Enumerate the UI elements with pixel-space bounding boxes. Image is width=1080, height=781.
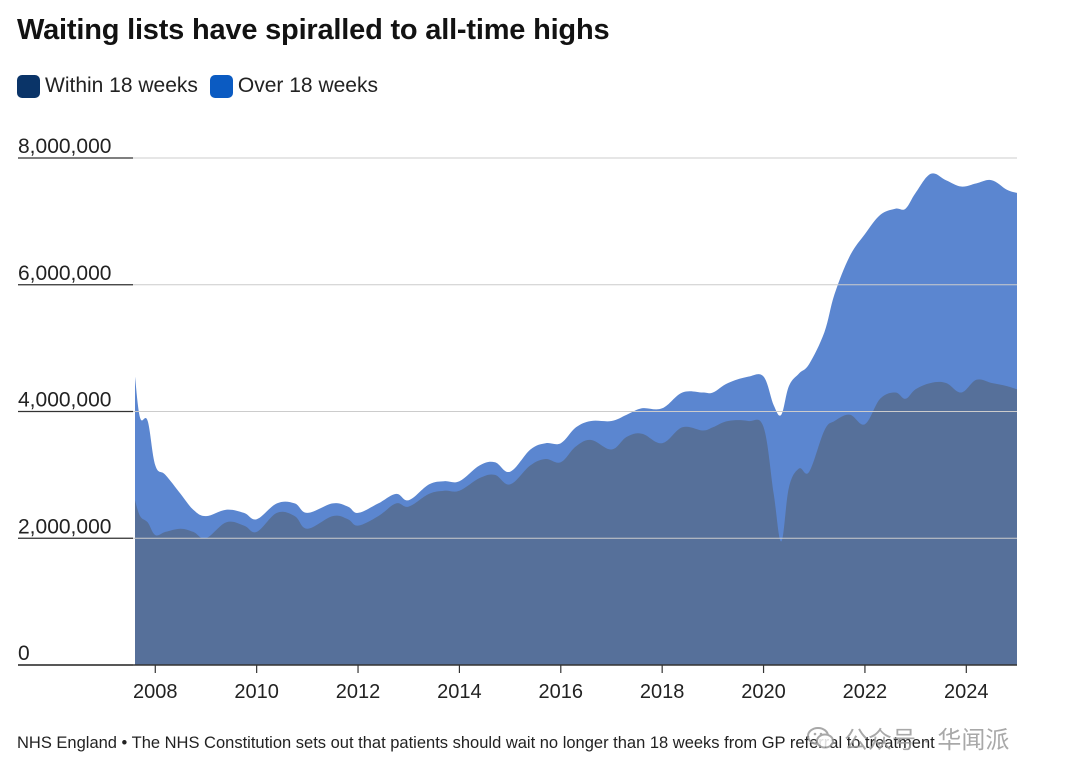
x-tick-label: 2012	[336, 681, 381, 703]
legend-item-within: Within 18 weeks	[17, 74, 198, 98]
watermark: 公众号 · 华闻派	[806, 720, 1009, 755]
y-tick-label: 4,000,000	[18, 389, 111, 412]
legend-swatch-over	[209, 74, 233, 98]
wechat-icon	[807, 726, 834, 748]
chart-area: 0 2,000,000 4,000,000 6,000,000 8,000,000 200…	[18, 135, 1017, 703]
legend: Within 18 weeks Over 18 weeks	[17, 74, 378, 98]
x-tick-label: 2018	[640, 681, 685, 703]
y-tick-label: 8,000,000	[18, 135, 111, 158]
y-tick-label: 0	[18, 642, 30, 665]
x-tick-label: 2024	[944, 681, 989, 703]
x-tick-label: 2008	[133, 681, 178, 703]
chart-title: Waiting lists have spiralled to all-time…	[17, 14, 610, 46]
x-tick-label: 2022	[843, 681, 888, 703]
y-tick-label: 6,000,000	[18, 262, 111, 285]
x-tick-label: 2020	[741, 681, 786, 703]
legend-item-over: Over 18 weeks	[209, 74, 378, 98]
legend-swatch-within	[17, 74, 40, 98]
series-area-within-18-weeks	[135, 379, 1017, 665]
legend-label-over: Over 18 weeks	[237, 74, 378, 97]
legend-label-within: Within 18 weeks	[45, 74, 198, 97]
x-tick-label: 2010	[234, 681, 279, 703]
y-tick-label: 2,000,000	[18, 515, 111, 538]
x-tick-label: 2016	[539, 681, 584, 703]
watermark-text: 公众号 · 华闻派	[844, 727, 1010, 754]
source-footnote: NHS England • The NHS Constitution sets …	[17, 734, 935, 752]
x-tick-label: 2014	[437, 681, 482, 703]
